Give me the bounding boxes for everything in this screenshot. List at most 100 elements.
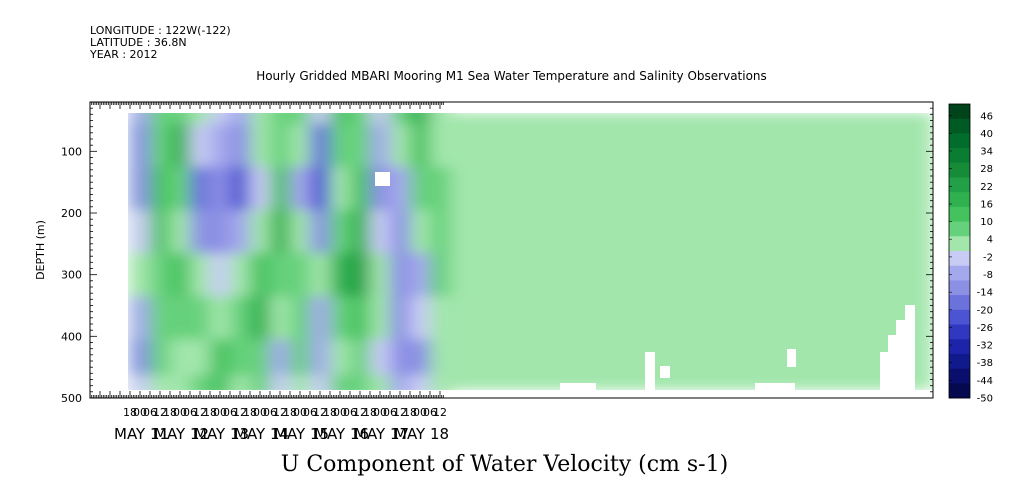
heatmap-cell xyxy=(130,253,151,298)
heatmap-cell xyxy=(230,166,251,211)
date-label: MAY 13 xyxy=(194,425,249,443)
heatmap-cell xyxy=(190,296,211,341)
heatmap-cell xyxy=(410,339,431,376)
colorbar-swatch xyxy=(949,280,970,296)
heatmap-cell xyxy=(310,374,331,390)
heatmap-cell xyxy=(170,339,191,376)
heatmap-cell xyxy=(410,253,431,298)
colorbar-swatch xyxy=(949,148,970,164)
hour-tick-label: 06 xyxy=(183,406,197,419)
heatmap-cell xyxy=(410,296,431,341)
heatmap-cell xyxy=(310,339,331,376)
hour-tick-label: 12 xyxy=(393,406,407,419)
colorbar-swatch xyxy=(949,133,970,149)
hour-tick-label: 06 xyxy=(303,406,317,419)
hour-tick-label: 00 xyxy=(373,406,387,419)
heatmap-cell xyxy=(350,166,371,211)
heatmap-cell xyxy=(410,374,431,390)
heatmap-cell xyxy=(330,296,351,341)
heatmap-cell xyxy=(210,113,231,125)
colorbar-swatch xyxy=(949,251,970,267)
hour-tick-label: 12 xyxy=(433,406,447,419)
heatmap-cell xyxy=(370,253,391,298)
heatmap-cell xyxy=(290,166,311,211)
colorbar-swatch xyxy=(949,309,970,325)
heatmap-cell xyxy=(310,296,331,341)
hour-tick-label: 06 xyxy=(263,406,277,419)
heatmap-cell xyxy=(270,296,291,341)
heatmap-cell xyxy=(370,123,391,168)
heatmap-cell xyxy=(190,113,211,125)
colorbar-label: 40 xyxy=(980,129,993,140)
variable-title: U Component of Water Velocity (cm s-1) xyxy=(280,452,729,477)
heatmap-cell xyxy=(270,166,291,211)
date-label: MAY 11 xyxy=(114,425,169,443)
colorbar-swatch xyxy=(949,295,970,311)
depth-tick-label: 400 xyxy=(61,330,82,343)
year-label: YEAR : 2012 xyxy=(90,48,158,61)
heatmap-cell xyxy=(210,166,231,211)
heatmap-cell xyxy=(150,374,171,390)
heatmap-cell xyxy=(330,166,351,211)
heatmap-cell xyxy=(370,374,391,390)
heatmap-cell xyxy=(430,113,451,125)
no-data-patch xyxy=(375,172,390,186)
hour-tick-label: 12 xyxy=(233,406,247,419)
colorbar: 46 40 34 28 22 16 10 4 -2 -8 -14 -20 -26 -32 -38 -44 -50 xyxy=(948,103,993,405)
heatmap-cell xyxy=(250,253,271,298)
no-data-left xyxy=(91,103,128,397)
colorbar-swatch xyxy=(949,383,970,399)
heatmap-cell xyxy=(250,374,271,390)
heatmap-cell xyxy=(250,123,271,168)
colorbar-label: 22 xyxy=(980,182,993,193)
colorbar-label: -8 xyxy=(983,270,993,281)
heatmap-cell xyxy=(170,166,191,211)
depth-tick-label: 500 xyxy=(61,392,82,405)
heatmap-cell xyxy=(170,374,191,390)
heatmap-cell xyxy=(270,339,291,376)
colorbar-label: -44 xyxy=(977,376,993,387)
hour-tick-label: 00 xyxy=(253,406,267,419)
latitude-label: LATITUDE : 36.8N xyxy=(90,36,187,49)
hour-tick-label: 00 xyxy=(133,406,147,419)
heatmap-cell xyxy=(150,113,171,125)
heatmap-cell xyxy=(430,209,451,254)
colorbar-label: 46 xyxy=(980,111,993,122)
heatmap-cell xyxy=(310,166,331,211)
hour-tick-label: 12 xyxy=(193,406,207,419)
heatmap-cell xyxy=(250,209,271,254)
heatmap-cell xyxy=(430,374,451,390)
colorbar-label: -26 xyxy=(977,323,993,334)
hour-tick-label: 12 xyxy=(273,406,287,419)
heatmap-cell xyxy=(210,253,231,298)
heatmap-cell xyxy=(270,374,291,390)
colorbar-swatch xyxy=(949,368,970,384)
colorbar-label: -32 xyxy=(977,341,993,352)
heatmap-cell xyxy=(270,123,291,168)
hour-tick-label: 12 xyxy=(353,406,367,419)
heatmap-cell xyxy=(190,166,211,211)
depth-tick-label: 300 xyxy=(61,269,82,282)
heatmap-field xyxy=(128,113,933,390)
heatmap-cell xyxy=(430,253,451,298)
heatmap-cell xyxy=(290,113,311,125)
heatmap-cell xyxy=(270,253,291,298)
heatmap-cell xyxy=(130,123,151,168)
no-data-bottom xyxy=(91,390,932,397)
heatmap-cell xyxy=(150,339,171,376)
heatmap-cell xyxy=(230,296,251,341)
heatmap-cell xyxy=(330,209,351,254)
heatmap-cell xyxy=(150,123,171,168)
heatmap-cell xyxy=(350,253,371,298)
hour-tick-label: 18 xyxy=(203,406,217,419)
heatmap-cell xyxy=(230,253,251,298)
heatmap-cell xyxy=(370,296,391,341)
heatmap-cell xyxy=(170,209,191,254)
heatmap-cell xyxy=(350,296,371,341)
heatmap-cell xyxy=(290,123,311,168)
missing-data-mask xyxy=(91,103,932,397)
hour-tick-label: 06 xyxy=(223,406,237,419)
no-data-top xyxy=(91,103,932,113)
heatmap-cell xyxy=(130,166,151,211)
